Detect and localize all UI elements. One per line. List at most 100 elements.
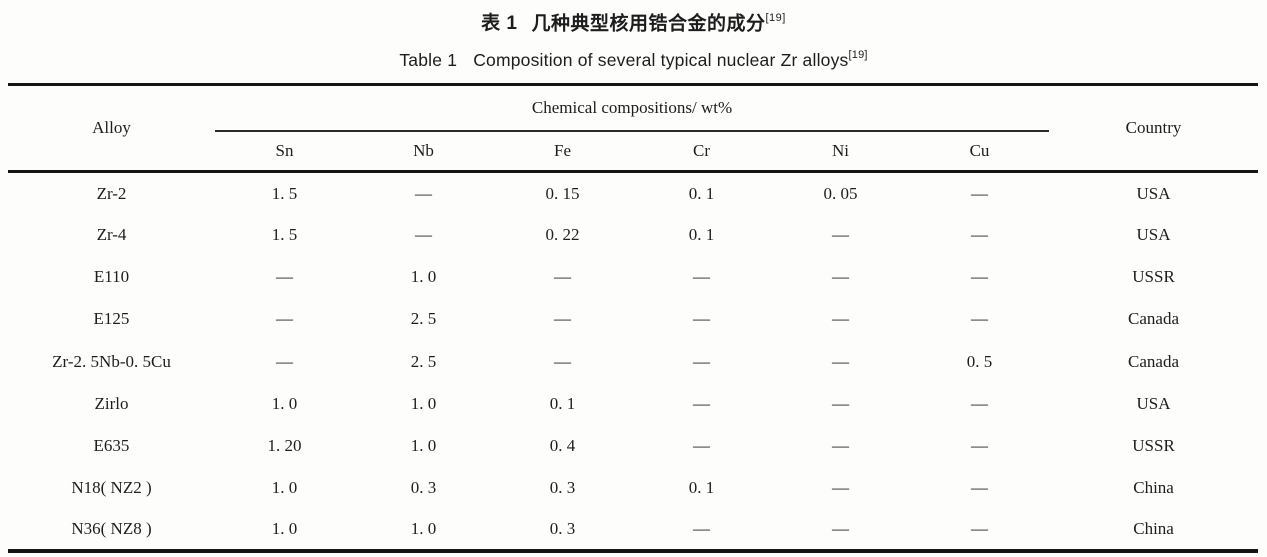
table-body: Zr-2 1. 5 — 0. 15 0. 1 0. 05 — USA Zr-4 1. 5 — 0. 2… [8,172,1258,552]
alloy-cell: N36( NZ8 ) [71,519,152,539]
table-caption-en-label: Table 1 [399,50,458,71]
alloy-cell: N18( NZ2 ) [71,478,152,498]
alloy-cell: Zr-2 [96,183,127,203]
value-cell: 1. 20 [267,435,302,455]
value-cell: — [415,224,432,244]
country-cell: Canada [1128,351,1180,371]
value-cell: 0. 15 [545,183,580,203]
alloy-cell: Zr-2. 5Nb-0. 5Cu [52,351,171,371]
value-cell: 1. 0 [271,519,298,539]
value-cell: — [832,393,849,413]
value-cell: — [832,267,849,287]
country-cell: USSR [1132,435,1175,455]
value-cell: — [693,519,710,539]
value-cell: — [693,267,710,287]
value-cell: — [971,309,989,329]
value-cell: 1. 0 [410,435,437,455]
value-cell: 1. 0 [410,393,437,413]
value-cell: — [276,267,293,287]
value-cell: 0. 05 [823,183,858,203]
value-cell: 1. 5 [271,183,298,203]
value-cell: 0. 5 [966,351,993,371]
value-cell: — [276,351,293,371]
table-row: Zr-2 1. 5 — 0. 15 0. 1 0. 05 — USA [8,172,1258,214]
value-cell: 0. 4 [549,435,576,455]
column-header-country: Country [1049,84,1259,174]
alloy-cell: E125 [93,309,130,329]
value-cell: — [971,267,989,287]
table-row: E110 — 1. 0 — — — — USSR [8,256,1258,298]
value-cell: 2. 5 [410,351,437,371]
value-cell: — [693,351,710,371]
table-row: E125 — 2. 5 — — — — Canada [8,298,1258,340]
value-cell: — [832,309,849,329]
value-cell: 0. 22 [545,224,580,244]
country-cell: USA [1136,183,1171,203]
table-caption-zh-label: 表 1 [481,13,518,35]
value-cell: — [554,309,571,329]
value-cell: — [971,183,989,203]
value-cell: 0. 1 [688,183,715,203]
column-header-chemical-compositions: Chemical compositions/ wt% [215,84,1050,132]
value-cell: — [554,267,571,287]
column-header-fe: Fe [493,130,632,174]
value-cell: — [832,351,849,371]
country-cell: USA [1136,393,1171,413]
table-row: Zr-4 1. 5 — 0. 22 0. 1 — — USA [8,214,1258,256]
value-cell: — [971,478,989,498]
value-cell: — [832,519,849,539]
value-cell: — [971,519,989,539]
country-cell: China [1133,478,1174,498]
alloy-cell: Zirlo [94,393,129,413]
value-cell: 1. 0 [410,519,437,539]
value-cell: 1. 0 [271,478,298,498]
country-cell: USSR [1132,267,1175,287]
value-cell: — [971,435,989,455]
value-cell: 2. 5 [410,309,437,329]
country-cell: China [1133,519,1174,539]
table-header: Alloy Chemical compositions/ wt% Country… [8,84,1259,174]
value-cell: — [832,224,849,244]
value-cell: 0. 3 [549,478,576,498]
table-row: Zirlo 1. 0 1. 0 0. 1 — — — USA [8,383,1258,425]
table-row: N18( NZ2 ) 1. 0 0. 3 0. 3 0. 1 — — China [8,467,1258,509]
value-cell: 1. 0 [410,267,437,287]
value-cell: 0. 1 [688,224,715,244]
table-row: E635 1. 20 1. 0 0. 4 — — — USSR [8,425,1258,467]
table-caption-en-text: Composition of several typical nuclear Z… [473,50,849,71]
value-cell: — [693,309,710,329]
value-cell: — [693,393,710,413]
column-header-cu: Cu [910,130,1050,174]
value-cell: — [415,183,432,203]
column-header-cr: Cr [632,130,771,174]
reference-superscript: [19] [765,12,786,24]
value-cell: 0. 1 [549,393,576,413]
alloy-cell: E110 [93,267,130,287]
country-cell: Canada [1128,309,1180,329]
value-cell: — [554,351,571,371]
value-cell: 1. 5 [271,224,298,244]
table-caption-en: Table 1 Composition of several typical nu… [0,45,1267,71]
value-cell: — [971,224,989,244]
column-header-nb: Nb [354,130,493,174]
alloy-cell: E635 [93,435,130,455]
table-caption-zh-text: 几种典型核用锆合金的成分 [531,13,766,35]
table-row: N36( NZ8 ) 1. 0 1. 0 0. 3 — — — China [8,509,1258,551]
value-cell: — [693,435,710,455]
value-cell: — [832,478,849,498]
column-header-ni: Ni [771,130,910,174]
table-row: Zr-2. 5Nb-0. 5Cu — 2. 5 — — — 0. 5 Canada [8,340,1258,382]
column-header-alloy: Alloy [8,84,215,174]
value-cell: — [276,309,293,329]
value-cell: 0. 3 [410,478,437,498]
value-cell: 1. 0 [271,393,298,413]
table-caption-zh: 表 1 几种典型核用锆合金的成分[19] [0,0,1267,36]
value-cell: — [971,393,989,413]
column-header-sn: Sn [215,130,354,174]
alloy-cell: Zr-4 [96,224,127,244]
composition-table: Alloy Chemical compositions/ wt% Country… [8,83,1259,554]
country-cell: USA [1136,224,1171,244]
value-cell: 0. 3 [549,519,576,539]
value-cell: 0. 1 [688,478,715,498]
